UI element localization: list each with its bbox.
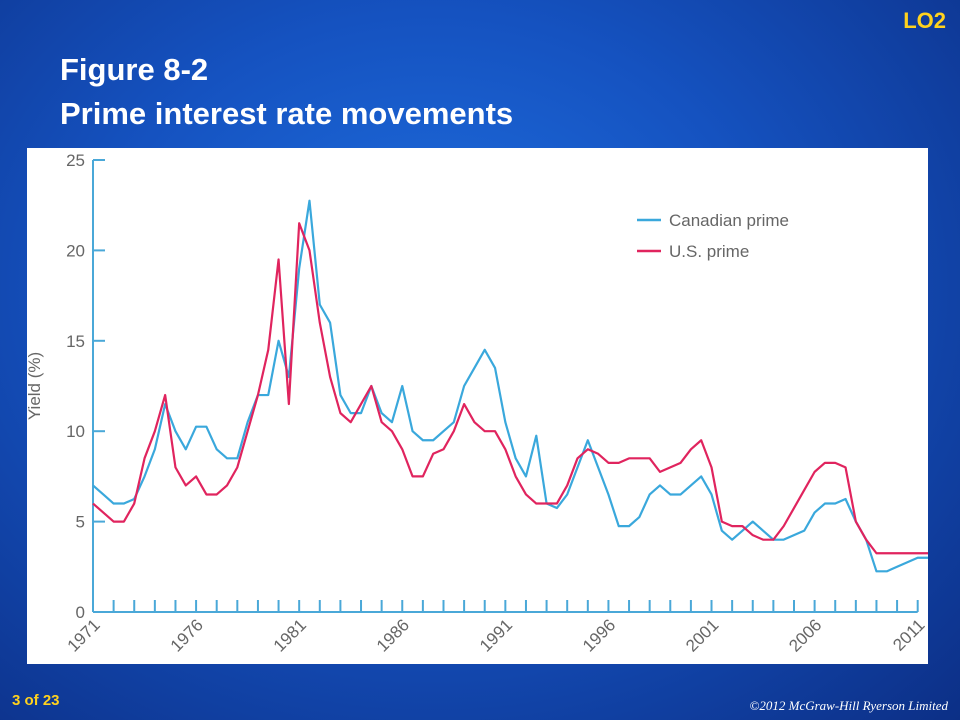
lo-tag: LO2 [903, 8, 946, 33]
y-tick-label: 20 [66, 241, 85, 260]
copyright: ©2012 McGraw-Hill Ryerson Limited [749, 698, 949, 713]
page-number: 3 of 23 [12, 692, 60, 709]
title-line1: Figure 8-2 [60, 52, 209, 87]
y-tick-label: 15 [66, 332, 85, 351]
series-line [92, 222, 928, 555]
y-axis-label: Yield (%) [25, 352, 44, 420]
y-tick-label: 10 [66, 422, 85, 441]
title-line2: Prime interest rate movements [60, 96, 514, 131]
y-tick-label: 0 [76, 603, 85, 622]
legend-label: Canadian prime [669, 211, 789, 230]
y-tick-label: 25 [66, 151, 85, 170]
legend-label: U.S. prime [669, 242, 749, 261]
chart-panel [27, 148, 928, 664]
y-tick-label: 5 [76, 513, 85, 532]
series-line [92, 199, 928, 573]
